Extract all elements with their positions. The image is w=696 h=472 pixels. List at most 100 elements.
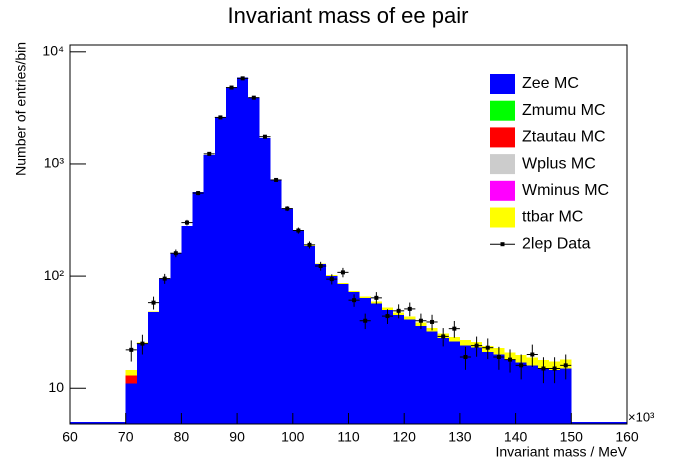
data-point <box>352 298 357 303</box>
bar-segment <box>337 284 349 424</box>
bar-segment <box>348 290 360 293</box>
y-tick-label: 10 <box>48 379 64 395</box>
data-point <box>318 264 323 269</box>
bar-segment <box>248 97 260 425</box>
x-tick-label: 130 <box>448 429 472 445</box>
bar-segment <box>381 309 394 424</box>
legend: Zee MC Zmumu MC Ztautau MC Wplus MC Wminus M… <box>490 74 609 252</box>
bar-segment <box>337 282 349 285</box>
x-tick-label: 150 <box>560 429 584 445</box>
data-point <box>407 306 412 311</box>
data-point <box>519 363 524 368</box>
data-point <box>285 206 290 211</box>
data-point <box>129 347 134 352</box>
legend-swatch <box>490 74 515 94</box>
bar-segment <box>459 340 472 346</box>
data-point <box>151 300 156 305</box>
x-tick-label: 80 <box>174 429 190 445</box>
bar-segment <box>125 383 137 424</box>
data-point <box>274 177 279 182</box>
bar-segment <box>370 303 382 424</box>
bar-segment <box>537 368 550 424</box>
data-point <box>251 95 256 100</box>
legend-swatch <box>490 154 515 175</box>
bar-segment <box>404 319 416 424</box>
bar-segment <box>259 138 271 424</box>
x-tick-label: 110 <box>337 429 360 445</box>
x-tick-label: 160 <box>615 429 639 445</box>
bar-segment <box>493 354 505 424</box>
bar-segment <box>270 179 282 424</box>
data-point <box>184 220 189 225</box>
data-point <box>162 276 167 281</box>
bar-segment <box>237 77 249 425</box>
bar-segment <box>281 208 293 424</box>
bar-segment <box>303 246 316 424</box>
data-point <box>463 354 468 359</box>
data-point <box>474 343 479 348</box>
legend-swatch <box>490 207 515 228</box>
legend-swatch <box>490 100 515 121</box>
bar-segment <box>359 297 371 424</box>
bar-segment <box>170 253 182 424</box>
data-point <box>508 357 513 362</box>
data-point <box>441 334 446 339</box>
data-point <box>229 85 234 90</box>
bar-segment <box>526 365 538 424</box>
bar-segment <box>125 375 137 384</box>
bar-segment <box>225 87 238 425</box>
data-point <box>173 251 178 256</box>
x-axis-label: Invariant mass / MeV <box>496 444 628 460</box>
legend-label: Wplus MC <box>522 155 596 172</box>
bar-segment <box>359 296 371 298</box>
legend-label: Zmumu MC <box>522 102 606 119</box>
bar-segment <box>147 311 160 312</box>
bar-segment <box>448 336 460 342</box>
bar-segment <box>426 331 438 424</box>
bar-segment <box>404 316 416 320</box>
chart-title: Invariant mass of ee pair <box>228 3 469 28</box>
y-axis-label: Number of entries/bin <box>13 42 29 176</box>
bar-segment <box>437 338 449 424</box>
legend-label: ttbar MC <box>522 209 583 226</box>
data-point <box>396 308 401 313</box>
data-point <box>140 341 145 346</box>
bar-segment <box>415 325 427 424</box>
plot-area <box>70 76 627 425</box>
data-point <box>452 326 457 331</box>
x-tick-label: 60 <box>62 429 78 445</box>
bar-segment <box>504 359 516 424</box>
bar-segment <box>348 292 360 424</box>
y-tick-label: 10⁴ <box>42 43 64 59</box>
x-tick-label: 100 <box>281 429 305 445</box>
data-point <box>430 319 435 324</box>
legend-swatch <box>490 127 515 148</box>
bar-segment <box>482 352 494 424</box>
data-point <box>196 191 201 196</box>
legend-label: Ztautau MC <box>522 129 606 146</box>
bar-segment <box>381 307 394 310</box>
bar-segment <box>471 347 483 424</box>
bar-segment <box>181 225 193 424</box>
legend-label: 2lep Data <box>522 235 591 252</box>
bar-segment <box>292 230 304 424</box>
data-point <box>541 366 546 371</box>
y-tick-label: 10³ <box>44 155 65 171</box>
bar-segment <box>515 362 527 424</box>
data-point <box>307 242 312 247</box>
data-point <box>418 318 423 323</box>
data-point <box>374 295 379 300</box>
data-point <box>296 228 301 233</box>
bar-segment <box>159 278 171 424</box>
data-point <box>485 345 490 350</box>
x-tick-label: 70 <box>118 429 134 445</box>
bar-segment <box>147 311 160 424</box>
data-point <box>262 134 267 139</box>
data-point <box>496 354 501 359</box>
bar-segment <box>203 155 215 425</box>
data-point <box>329 277 334 282</box>
bar-segment <box>326 276 338 424</box>
data-point <box>563 363 568 368</box>
data-point <box>530 352 535 357</box>
